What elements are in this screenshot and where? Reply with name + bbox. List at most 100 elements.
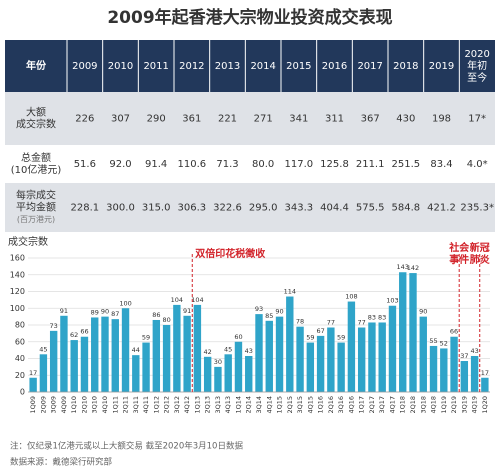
table-cell: 295.0 bbox=[249, 203, 278, 214]
table-cell: 117.0 bbox=[285, 159, 314, 170]
bar bbox=[245, 355, 253, 392]
value-label: 83 bbox=[368, 313, 376, 321]
value-label: 86 bbox=[152, 311, 160, 319]
value-label: 142 bbox=[407, 264, 419, 272]
table-cell: 235.3* bbox=[460, 203, 494, 214]
x-tick-label: 4Q13 bbox=[224, 396, 232, 414]
x-tick-label: 4Q15 bbox=[306, 396, 314, 414]
value-label: 108 bbox=[345, 293, 357, 301]
x-tick-label: 2Q09 bbox=[39, 396, 47, 414]
bar bbox=[388, 305, 397, 392]
value-label: 37 bbox=[460, 352, 468, 360]
x-tick-label: 4Q10 bbox=[101, 396, 109, 414]
bar bbox=[203, 356, 212, 392]
table-cell: 430 bbox=[396, 114, 415, 125]
value-label: 87 bbox=[111, 310, 119, 318]
x-tick-label: 3Q14 bbox=[255, 396, 263, 414]
table-cell: 367 bbox=[361, 114, 380, 125]
x-tick-label: 4Q17 bbox=[388, 396, 396, 414]
table-cell: 421.2 bbox=[427, 203, 456, 214]
x-tick-label: 2Q17 bbox=[368, 396, 376, 414]
table-cell: 228.1 bbox=[71, 203, 100, 214]
value-label: 30 bbox=[214, 358, 222, 366]
bar bbox=[306, 342, 315, 392]
value-label: 45 bbox=[224, 345, 232, 353]
header-cell: 2013 bbox=[215, 61, 240, 72]
bar bbox=[368, 322, 376, 392]
y-axis-label: 成交宗数 bbox=[8, 235, 48, 248]
header-cell: 2020 bbox=[464, 49, 489, 60]
value-label: 62 bbox=[70, 331, 78, 339]
value-label: 90 bbox=[275, 308, 283, 316]
bar bbox=[316, 335, 325, 392]
header-cell: 2014 bbox=[250, 61, 275, 72]
value-label: 89 bbox=[91, 308, 99, 316]
row-label: 总金额 bbox=[21, 151, 51, 164]
value-label: 59 bbox=[337, 334, 345, 342]
annotation-text: 肺炎 bbox=[470, 253, 490, 266]
x-tick-label: 1Q09 bbox=[29, 396, 37, 414]
bar bbox=[337, 342, 345, 392]
bar bbox=[234, 341, 243, 392]
header-cell: 2016 bbox=[322, 61, 347, 72]
bar bbox=[296, 326, 304, 392]
x-tick-label: 1Q15 bbox=[276, 396, 284, 414]
header-cell: 2015 bbox=[286, 61, 311, 72]
table-cell: 306.3 bbox=[178, 203, 207, 214]
bar bbox=[152, 319, 161, 392]
bar bbox=[460, 361, 469, 392]
y-tick-label: 60 bbox=[15, 337, 25, 346]
bar bbox=[162, 325, 171, 392]
annotation-text: 社会 bbox=[448, 241, 469, 254]
value-label: 59 bbox=[142, 334, 150, 342]
y-tick-label: 0 bbox=[20, 388, 25, 397]
x-tick-label: 2Q14 bbox=[245, 396, 253, 414]
table-cell: 575.5 bbox=[356, 203, 385, 214]
row-label: (10亿港元) bbox=[11, 163, 62, 176]
bar bbox=[409, 273, 417, 392]
bar bbox=[255, 314, 263, 392]
table-cell: 271 bbox=[254, 114, 273, 125]
x-tick-label: 2Q18 bbox=[409, 396, 417, 414]
x-tick-label: 2Q10 bbox=[80, 396, 88, 414]
x-tick-label: 2Q11 bbox=[122, 396, 130, 414]
bar bbox=[121, 308, 130, 392]
bar bbox=[29, 377, 37, 392]
table-cell: 343.3 bbox=[285, 203, 314, 214]
bar bbox=[39, 354, 48, 392]
table-cell: 110.6 bbox=[178, 159, 207, 170]
x-tick-label: 3Q12 bbox=[173, 396, 181, 414]
table-cell: 91.4 bbox=[145, 159, 167, 170]
y-tick-label: 120 bbox=[10, 287, 25, 296]
table-cell: 584.8 bbox=[392, 203, 421, 214]
x-tick-label: 3Q13 bbox=[214, 396, 222, 414]
value-label: 44 bbox=[132, 346, 140, 354]
bar bbox=[111, 319, 119, 392]
x-tick-label: 3Q09 bbox=[50, 396, 58, 414]
x-tick-label: 2Q13 bbox=[204, 396, 212, 414]
value-label: 93 bbox=[255, 305, 263, 313]
bar bbox=[183, 315, 191, 392]
bar bbox=[429, 345, 438, 392]
bar bbox=[399, 272, 407, 392]
bar bbox=[70, 340, 78, 392]
y-tick-label: 140 bbox=[10, 270, 25, 279]
value-label: 67 bbox=[316, 327, 324, 335]
bar bbox=[80, 336, 89, 392]
value-label: 80 bbox=[162, 316, 170, 324]
row-label: 平均金额 bbox=[16, 201, 56, 214]
x-tick-label: 4Q14 bbox=[265, 396, 273, 414]
table-cell: 300.0 bbox=[106, 203, 135, 214]
table-cell: 4.0* bbox=[467, 159, 488, 170]
x-tick-label: 2Q15 bbox=[286, 396, 294, 414]
bar bbox=[378, 322, 386, 392]
table-row-bg bbox=[5, 183, 495, 232]
table-cell: 92.0 bbox=[109, 159, 131, 170]
x-tick-label: 4Q11 bbox=[142, 396, 150, 414]
value-label: 91 bbox=[183, 307, 191, 315]
x-tick-label: 3Q18 bbox=[419, 396, 427, 414]
table-cell: 290 bbox=[147, 114, 166, 125]
bar bbox=[142, 342, 150, 392]
row-label: 每宗成交 bbox=[16, 189, 56, 202]
value-label: 66 bbox=[80, 328, 88, 336]
